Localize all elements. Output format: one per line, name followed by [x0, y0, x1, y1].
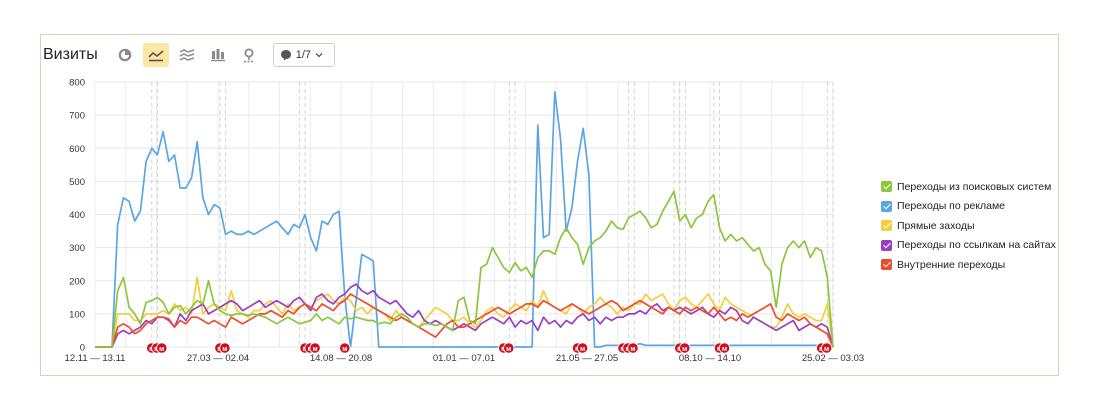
event-marker-label: м — [222, 346, 227, 353]
y-tick-label: 700 — [69, 111, 85, 122]
widget-title: Визиты — [43, 46, 98, 63]
event-marker — [679, 342, 691, 354]
event-marker — [309, 342, 321, 354]
legend-checkbox-icon[interactable] — [881, 220, 892, 232]
annotations-dropdown[interactable]: 1/7 — [272, 43, 336, 67]
legend-label: Внутренние переходы — [897, 258, 1006, 271]
x-tick-label: 01.01 — 07.01 — [433, 353, 495, 364]
event-marker-label: м — [682, 346, 687, 353]
legend-label: Переходы из поисковых систем — [897, 180, 1052, 193]
x-tick-label: 08.10 — 14.10 — [679, 353, 741, 364]
y-tick-label: 500 — [69, 177, 85, 188]
event-marker — [339, 342, 351, 354]
event-marker-label: м — [342, 346, 347, 353]
y-tick-label: 800 — [69, 78, 85, 89]
event-marker — [503, 342, 515, 354]
x-tick-label: 14.08 — 20.08 — [310, 353, 372, 364]
event-marker-label: м — [312, 346, 317, 353]
event-marker-label: м — [580, 346, 585, 353]
legend-item[interactable]: Внутренние переходы — [881, 255, 1056, 275]
x-tick-label: 21.05 — 27.05 — [556, 353, 618, 364]
annotations-count: 1/7 — [295, 49, 312, 61]
y-tick-label: 600 — [69, 144, 85, 155]
map-pin-icon — [243, 48, 254, 62]
legend-item[interactable]: Переходы по ссылкам на сайтах — [881, 236, 1056, 256]
legend-checkbox-icon[interactable] — [881, 239, 892, 251]
chart-legend: Переходы из поисковых систем Переходы по … — [881, 177, 1056, 275]
visits-line-chart: 0100200300400500600700800ммммммммммммммм… — [65, 78, 865, 365]
event-marker — [821, 342, 833, 354]
legend-checkbox-icon[interactable] — [881, 181, 892, 193]
event-marker-label: м — [630, 346, 635, 353]
y-tick-label: 300 — [69, 243, 85, 254]
x-tick-label: 25.02 — 03.03 — [802, 353, 864, 364]
x-tick-label: 12.11 — 13.11 — [65, 353, 126, 364]
line-chart-icon — [148, 50, 164, 62]
event-marker-label: м — [824, 346, 829, 353]
series-line — [95, 293, 834, 348]
event-marker-label: м — [506, 346, 511, 353]
y-tick-label: 400 — [69, 210, 85, 221]
series-line — [95, 91, 834, 348]
event-marker-label: м — [722, 346, 727, 353]
event-marker — [718, 342, 731, 354]
bar-chart-icon — [210, 49, 225, 62]
series-line — [95, 190, 834, 348]
area-chart-icon — [179, 49, 194, 61]
legend-label: Переходы по рекламе — [897, 200, 1006, 213]
legend-checkbox-icon[interactable] — [881, 200, 892, 212]
event-marker — [219, 342, 231, 354]
x-tick-label: 27.03 — 02.04 — [187, 353, 249, 364]
y-tick-label: 0 — [80, 343, 85, 354]
pie-chart-icon — [118, 48, 132, 62]
legend-label: Прямые заходы — [897, 219, 975, 232]
legend-label: Переходы по ссылкам на сайтах — [897, 239, 1056, 252]
line-chart-button[interactable] — [142, 43, 169, 67]
chart-toolbar: Визиты — [41, 41, 336, 69]
map-chart-button[interactable] — [236, 43, 262, 67]
legend-item[interactable]: Переходы из поисковых систем — [881, 177, 1056, 197]
event-marker-label: м — [159, 346, 164, 353]
event-marker — [156, 342, 168, 354]
bar-chart-button[interactable] — [205, 43, 231, 67]
pie-chart-button[interactable] — [112, 43, 138, 67]
event-marker — [576, 342, 589, 354]
y-tick-label: 200 — [69, 276, 85, 287]
visits-widget: Визиты — [40, 34, 1059, 376]
speech-bubble-icon — [280, 50, 291, 61]
legend-item[interactable]: Прямые заходы — [881, 216, 1056, 236]
y-tick-label: 100 — [69, 309, 85, 320]
chevron-down-icon — [315, 53, 323, 58]
event-marker — [627, 342, 639, 354]
series-line — [95, 276, 834, 348]
area-chart-button[interactable] — [174, 43, 200, 67]
legend-item[interactable]: Переходы по рекламе — [881, 197, 1056, 217]
legend-checkbox-icon[interactable] — [881, 259, 892, 271]
